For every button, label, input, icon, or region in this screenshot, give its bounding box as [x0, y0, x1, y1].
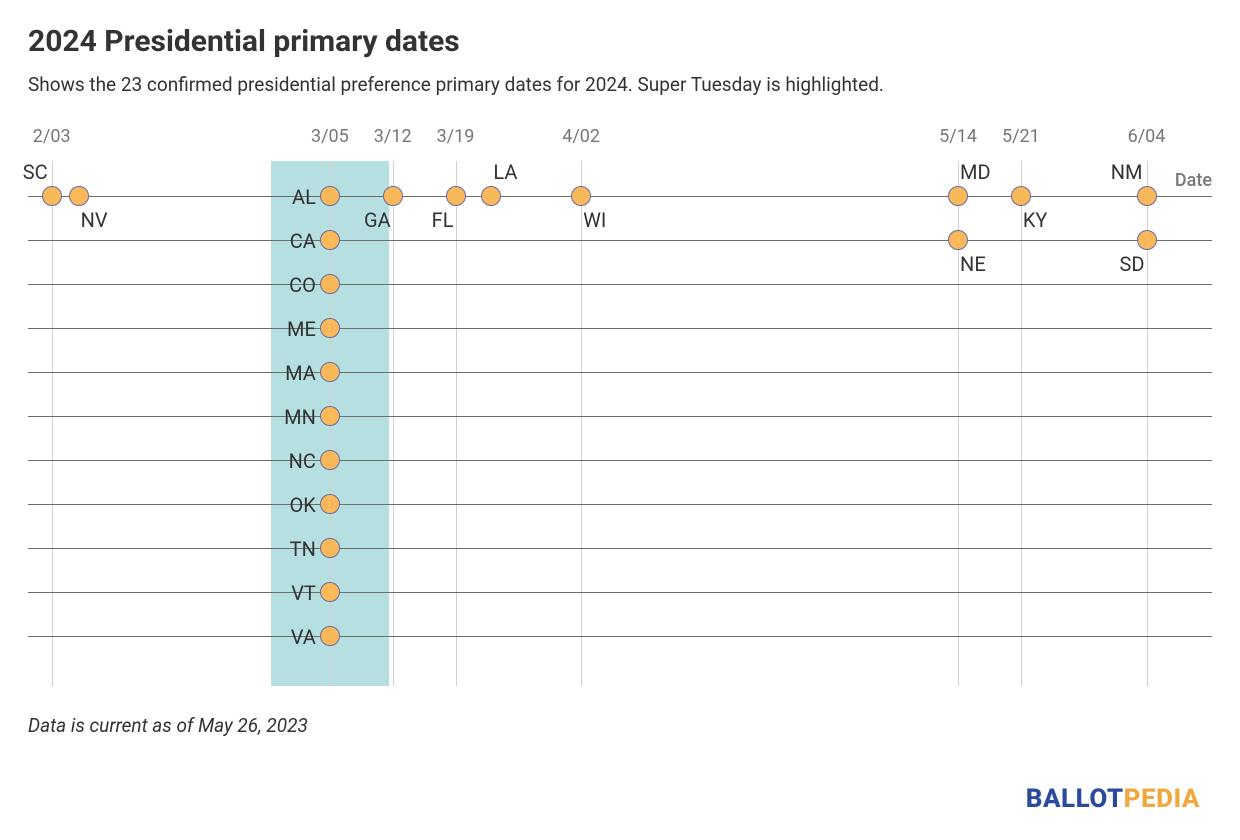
state-label: SD: [1120, 252, 1145, 276]
state-label: VT: [291, 581, 316, 605]
date-tick: 3/05: [311, 126, 349, 147]
row-line: [28, 284, 1212, 285]
primary-dot: [320, 450, 340, 470]
primary-dot: [446, 186, 466, 206]
state-label: LA: [493, 160, 517, 184]
row-line: [28, 460, 1212, 461]
primary-dot: [320, 626, 340, 646]
state-label: TN: [290, 537, 316, 561]
row-line: [28, 240, 1212, 241]
primary-dot: [320, 406, 340, 426]
row-line: [28, 196, 1212, 197]
row-line: [28, 636, 1212, 637]
chart-subtitle: Shows the 23 confirmed presidential pref…: [28, 73, 1212, 96]
chart-title: 2024 Presidential primary dates: [28, 24, 1212, 59]
row-line: [28, 548, 1212, 549]
row-line: [28, 372, 1212, 373]
date-tick: 4/02: [562, 126, 600, 147]
primary-dot: [1137, 230, 1157, 250]
state-label: AL: [292, 185, 316, 209]
primary-dot: [1137, 186, 1157, 206]
date-tick: 2/03: [33, 126, 71, 147]
state-label: MD: [960, 160, 991, 184]
state-label: NV: [81, 208, 108, 232]
primary-dot: [320, 274, 340, 294]
row-line: [28, 504, 1212, 505]
state-label: FL: [432, 208, 454, 232]
primary-dot: [1011, 186, 1031, 206]
state-label: MN: [284, 405, 316, 429]
row-line: [28, 328, 1212, 329]
chart-container: 2/033/053/123/194/025/145/216/04DateSCNV…: [28, 126, 1212, 686]
primary-dot: [571, 186, 591, 206]
primary-dot: [320, 230, 340, 250]
timeline-chart: 2/033/053/123/194/025/145/216/04DateSCNV…: [28, 126, 1212, 686]
primary-dot: [320, 362, 340, 382]
state-label: WI: [583, 208, 606, 232]
primary-dot: [69, 186, 89, 206]
date-tick: 3/12: [374, 126, 412, 147]
chart-footnote: Data is current as of May 26, 2023: [28, 714, 1212, 737]
row-line: [28, 592, 1212, 593]
state-label: CO: [289, 273, 316, 297]
primary-dot: [320, 538, 340, 558]
primary-dot: [481, 186, 501, 206]
primary-dot: [383, 186, 403, 206]
state-label: NC: [289, 449, 316, 473]
date-tick: 3/19: [437, 126, 475, 147]
state-label: MA: [285, 361, 316, 385]
primary-dot: [320, 318, 340, 338]
source-logo: BALLOTPEDIA: [1026, 784, 1200, 814]
date-tick: 6/04: [1128, 126, 1166, 147]
x-axis-label: Date: [1175, 170, 1212, 191]
state-label: NM: [1111, 160, 1143, 184]
primary-dot: [948, 230, 968, 250]
logo-part-1: BALLOT: [1026, 784, 1124, 814]
state-label: OK: [290, 493, 316, 517]
row-line: [28, 416, 1212, 417]
state-label: CA: [290, 229, 316, 253]
date-tick: 5/21: [1002, 126, 1040, 147]
primary-dot: [320, 186, 340, 206]
state-label: NE: [960, 252, 986, 276]
state-label: GA: [364, 208, 391, 232]
logo-part-2: PEDIA: [1124, 784, 1200, 814]
primary-dot: [320, 582, 340, 602]
primary-dot: [320, 494, 340, 514]
state-label: KY: [1023, 208, 1048, 232]
state-label: SC: [23, 160, 48, 184]
date-tick: 5/14: [939, 126, 977, 147]
primary-dot: [42, 186, 62, 206]
state-label: VA: [291, 625, 316, 649]
state-label: ME: [287, 317, 316, 341]
primary-dot: [948, 186, 968, 206]
